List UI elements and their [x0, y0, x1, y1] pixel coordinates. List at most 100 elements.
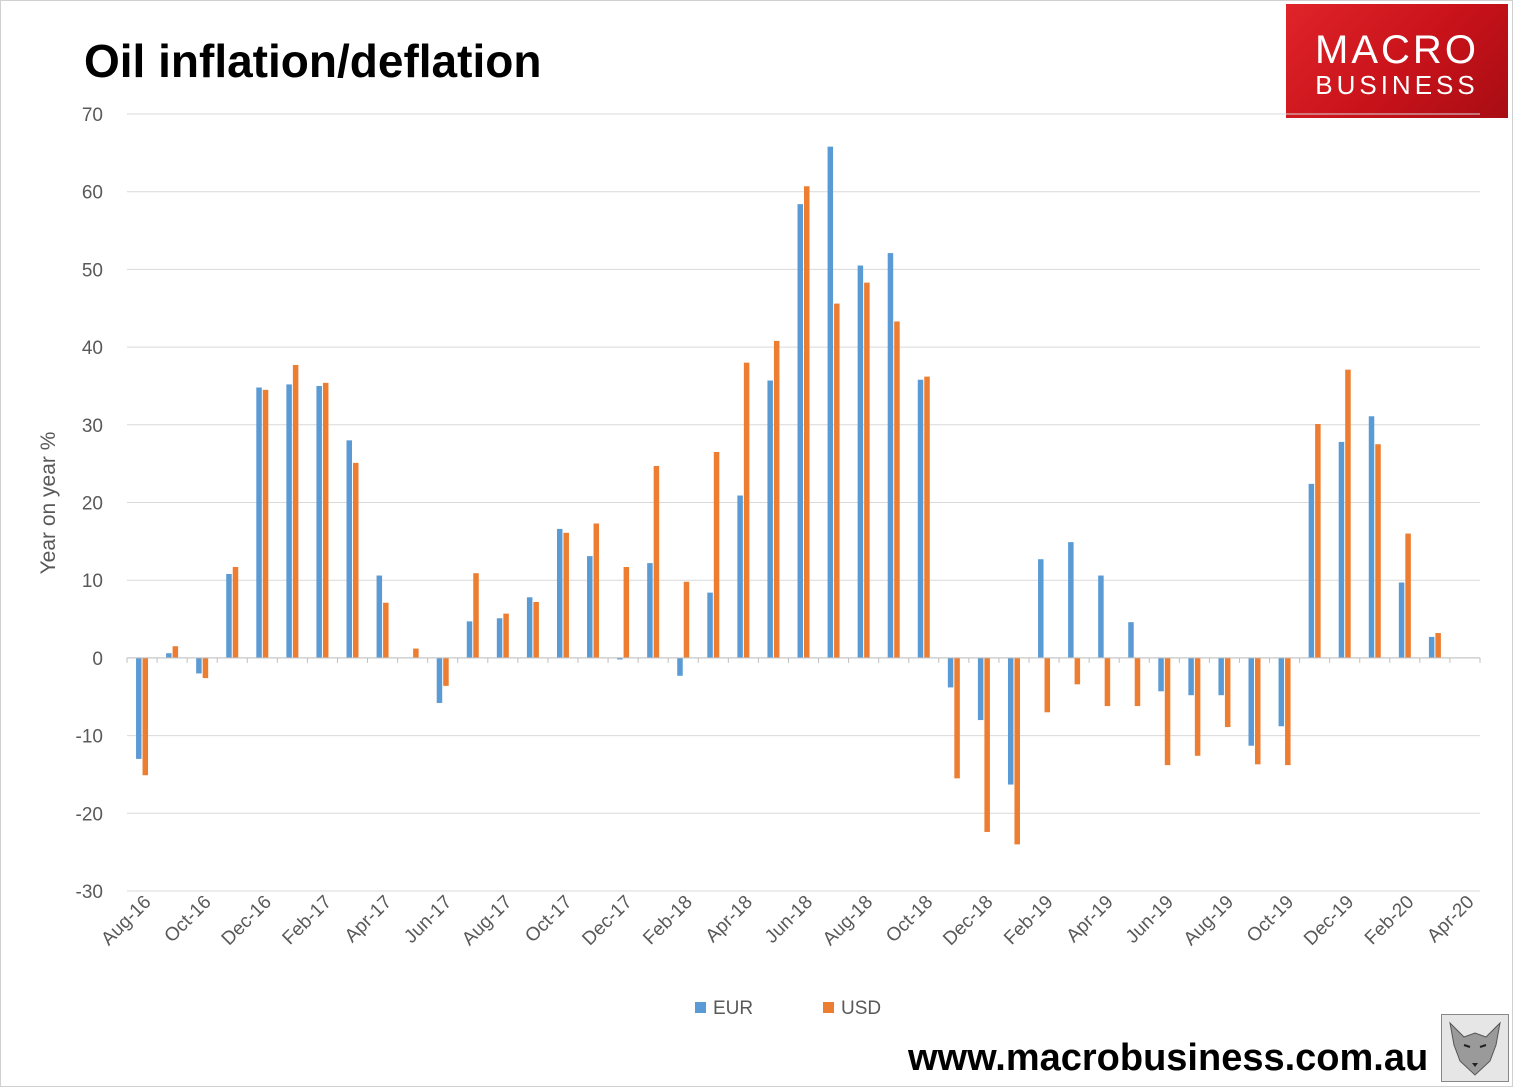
bar-usd-Jul-17 [473, 573, 479, 658]
bar-eur-Mar-18 [707, 592, 713, 658]
bar-eur-Mar-20 [1428, 636, 1435, 658]
logo-line-2: BUSINESS [1315, 70, 1479, 100]
bar-usd-Mar-19 [1074, 657, 1081, 685]
bar-eur-Oct-19 [1278, 657, 1285, 727]
bar-usd-Dec-16 [262, 389, 269, 658]
bar-usd-Mar-20 [1435, 633, 1441, 658]
x-tick-labels: Aug-16 Oct-16 Dec-16 Feb-17 Apr-17 Jun-17 Aug-… [97, 892, 1478, 950]
bar-eur-Jun-17 [436, 657, 443, 703]
bar-eur-Nov-18 [947, 657, 954, 688]
bar-eur-Feb-20 [1398, 582, 1405, 658]
bar-usd-Nov-17 [593, 523, 600, 658]
footer-url: www.macrobusiness.com.au [908, 1037, 1429, 1079]
bar-usd-Nov-19 [1315, 424, 1321, 658]
bar-eur-Oct-18 [917, 379, 924, 658]
x-tick-label: Dec-18 [939, 892, 997, 950]
bar-eur-Feb-19 [1038, 559, 1044, 658]
bar-usd-Nov-16 [232, 566, 239, 658]
bar-eur-Mar-17 [346, 440, 352, 658]
y-tick-label: 50 [82, 260, 103, 281]
bar-eur-Sep-19 [1248, 657, 1254, 746]
bar-eur-Apr-18 [737, 495, 743, 658]
y-tick-label: 70 [82, 105, 103, 126]
bar-eur-Sep-17 [526, 597, 533, 658]
bar-eur-May-18 [767, 380, 773, 658]
x-tick-label: Feb-19 [1000, 892, 1057, 949]
bar-usd-Aug-18 [864, 282, 870, 658]
bar-usd-Sep-18 [894, 321, 900, 658]
x-tick-label: Feb-18 [639, 892, 696, 949]
bar-eur-Jul-17 [466, 621, 473, 658]
bar-eur-Jun-19 [1158, 657, 1164, 692]
bar-eur-Jun-18 [797, 204, 803, 658]
bar-usd-Apr-19 [1104, 657, 1111, 707]
bar-usd-Oct-19 [1285, 657, 1291, 766]
legend-swatch-usd [823, 1002, 834, 1013]
x-tick-label: Apr-18 [702, 892, 757, 947]
bar-usd-Sep-17 [533, 601, 539, 658]
x-tick-label: Dec-19 [1300, 892, 1358, 950]
x-tick-label: Oct-18 [882, 892, 937, 947]
y-tick-label: -30 [76, 882, 103, 903]
bar-usd-Aug-17 [503, 613, 509, 658]
bars [136, 146, 1441, 845]
bar-eur-Oct-16 [196, 657, 202, 674]
bar-eur-Aug-18 [857, 265, 864, 658]
bar-usd-Mar-18 [713, 451, 720, 658]
bar-eur-Apr-17 [376, 575, 383, 658]
x-tick-label: Jun-19 [1122, 892, 1178, 948]
bar-eur-Oct-17 [556, 528, 563, 658]
bar-eur-Aug-19 [1218, 657, 1224, 696]
bar-usd-Mar-17 [353, 462, 359, 658]
bar-usd-May-18 [773, 340, 780, 658]
y-tick-label: -20 [76, 804, 103, 825]
legend-item-eur: EUR [695, 998, 753, 1020]
y-tick-label: -10 [76, 727, 103, 748]
x-tick-label: Apr-17 [341, 892, 396, 947]
bar-usd-Jun-17 [443, 657, 449, 686]
legend-item-usd: USD [823, 998, 881, 1020]
bar-usd-Jun-18 [804, 186, 810, 658]
bar-usd-Oct-17 [563, 532, 569, 658]
legend-label-usd: USD [841, 998, 882, 1019]
bar-usd-May-19 [1134, 657, 1141, 707]
bar-usd-Jan-19 [1014, 657, 1020, 845]
bar-usd-May-17 [413, 648, 419, 658]
bar-usd-Oct-18 [924, 376, 930, 658]
macrobusiness-logo: MACRO BUSINESS [1286, 4, 1508, 118]
x-tick-label: Feb-17 [279, 892, 336, 949]
bar-usd-Sep-19 [1255, 657, 1261, 765]
bar-usd-Sep-16 [172, 646, 179, 658]
bar-usd-Feb-18 [683, 581, 690, 658]
bar-eur-Dec-18 [977, 657, 984, 721]
x-tick-label: Jun-17 [400, 892, 456, 948]
x-tick-label: Aug-18 [819, 892, 877, 950]
y-tick-label: 60 [82, 183, 103, 204]
bar-eur-Aug-17 [496, 618, 503, 658]
bar-usd-Feb-20 [1405, 533, 1411, 658]
bar-eur-Apr-19 [1098, 575, 1104, 658]
bar-usd-Jan-20 [1375, 444, 1381, 658]
x-tick-label: Oct-19 [1243, 892, 1298, 947]
bar-eur-Nov-17 [587, 556, 593, 658]
x-tick-label: Oct-16 [161, 892, 216, 947]
bar-usd-Apr-17 [383, 602, 389, 658]
bar-eur-Jul-19 [1188, 657, 1194, 696]
bar-usd-Dec-19 [1345, 369, 1351, 658]
bar-usd-Jul-19 [1194, 657, 1201, 756]
x-tick-label: Apr-19 [1063, 892, 1118, 947]
legend: EUR USD [0, 998, 1513, 1022]
bar-usd-Jan-18 [653, 465, 660, 658]
y-tick-labels: 70 60 50 40 30 20 10 0 -10 -20 -30 [76, 105, 103, 903]
bar-eur-Sep-16 [166, 653, 172, 658]
wolf-logo-icon [1441, 1014, 1509, 1082]
bar-eur-May-19 [1128, 622, 1134, 658]
bar-eur-Feb-17 [316, 385, 322, 658]
y-axis-label: Year on year % [37, 432, 60, 575]
bar-eur-Jan-18 [647, 563, 653, 658]
bar-usd-Aug-19 [1224, 657, 1231, 728]
x-tick-label: Oct-17 [521, 892, 576, 947]
bar-eur-Sep-18 [887, 253, 894, 658]
bar-eur-Jan-17 [286, 384, 292, 658]
bar-eur-Nov-19 [1308, 483, 1315, 658]
